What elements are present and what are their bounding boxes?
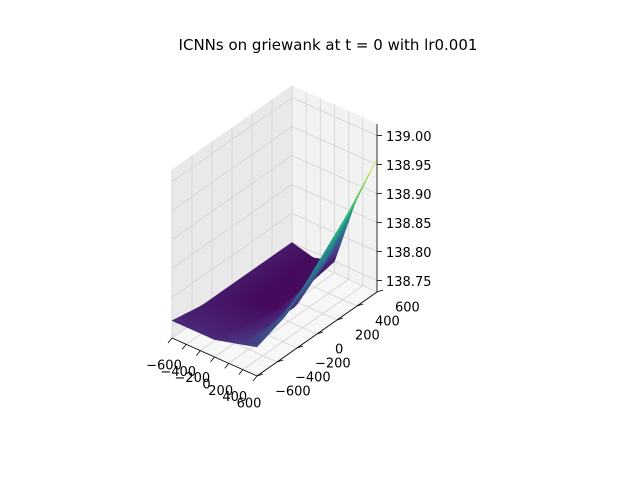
y-tick-mark (316, 331, 324, 335)
grid-line (171, 155, 293, 240)
x-tick-mark (224, 363, 229, 369)
y-tick-label: 200 (355, 329, 380, 344)
surface-facet (253, 342, 262, 348)
y-tick-label: 0 (335, 343, 343, 358)
y-tick-mark (256, 373, 264, 377)
x-tick-label: −200 (174, 371, 210, 386)
x-tick-mark (167, 337, 173, 344)
grid-line (291, 213, 378, 252)
z-tick-label: 138.90 (386, 188, 432, 203)
grid-line (171, 213, 293, 298)
z-tick-label: 138.85 (386, 217, 432, 232)
surface-plot (171, 158, 378, 348)
grid-line (291, 97, 378, 136)
y-tick-mark (276, 359, 284, 363)
grid-line (171, 126, 293, 211)
y-tick-label: 400 (375, 315, 400, 330)
x-tick-label: −600 (146, 359, 182, 374)
z-tick-label: 138.75 (386, 275, 432, 290)
grid-line (171, 97, 293, 182)
x-tick-mark (181, 344, 187, 350)
y-tick-mark (356, 303, 364, 307)
y-tick-label: −600 (275, 385, 311, 400)
y-tick-mark (376, 289, 384, 293)
z-tick-label: 138.95 (386, 159, 432, 174)
x-tick-mark (196, 350, 201, 356)
z-tick-label: 138.80 (386, 246, 432, 261)
x-tick-mark (238, 369, 244, 375)
x-tick-label: −400 (160, 365, 196, 380)
grid-line (291, 184, 378, 223)
x-tick-label: 600 (237, 397, 262, 412)
x-tick-label: 400 (222, 390, 247, 405)
z-tick-label: 139.00 (386, 130, 432, 145)
y-tick-label: −200 (315, 357, 351, 372)
y-tick-label: −400 (295, 371, 331, 386)
x-tick-mark (210, 356, 215, 363)
grid-line (291, 126, 378, 165)
y-tick-label: 600 (395, 301, 420, 316)
axis-ticks: −600−400−2000200400600−600−400−200020040… (146, 130, 431, 411)
y-tick-mark (336, 317, 344, 321)
x-tick-label: 0 (202, 378, 210, 393)
grid-line (171, 184, 293, 269)
x-tick-mark (252, 375, 258, 382)
x-tick-label: 200 (208, 384, 233, 399)
y-tick-mark (296, 345, 304, 349)
chart-title: ICNNs on griewank at t = 0 with lr0.001 (179, 36, 478, 54)
